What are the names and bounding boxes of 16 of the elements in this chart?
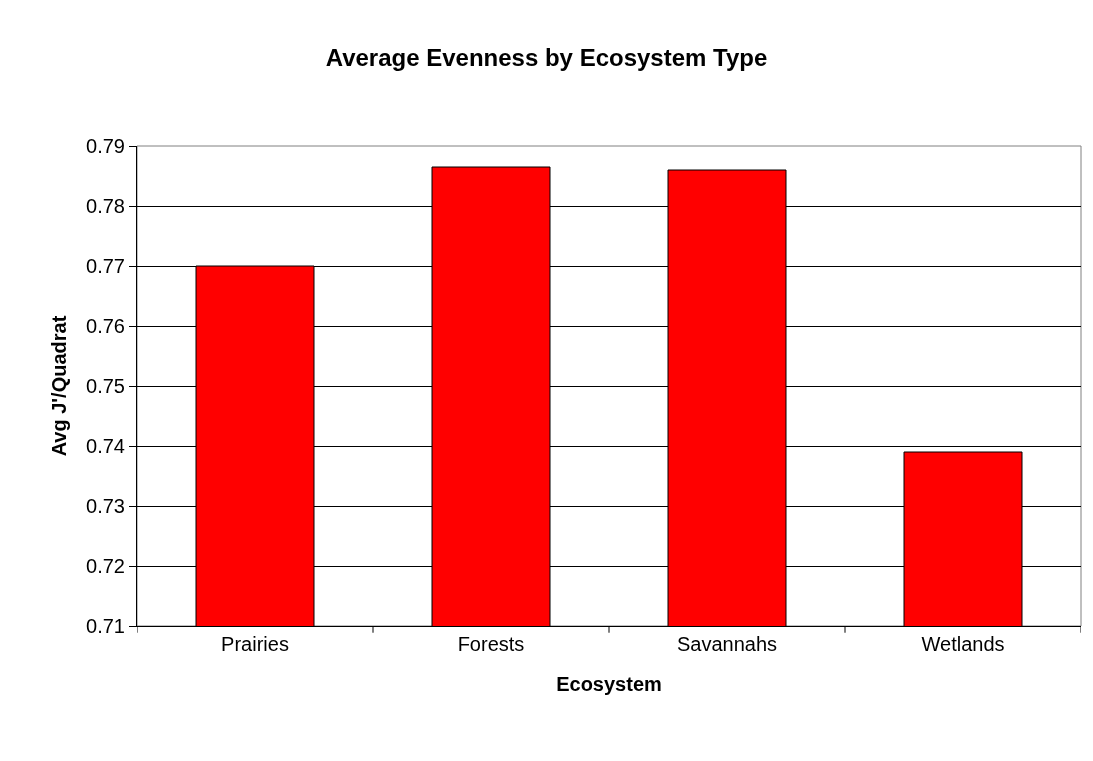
y-tick-label: 0.76 xyxy=(86,315,125,337)
x-tick-label: Forests xyxy=(457,633,525,655)
chart-title: Average Evenness by Ecosystem Type xyxy=(325,44,768,72)
y-tick-label: 0.72 xyxy=(86,555,125,577)
y-tick-label: 0.75 xyxy=(86,375,125,397)
x-axis-title: Ecosystem xyxy=(556,672,662,695)
y-tick-label: 0.77 xyxy=(86,255,125,277)
y-axis-title: Avg J'/Quadrat xyxy=(47,315,70,457)
y-tick-label: 0.79 xyxy=(86,135,125,157)
y-tick-label: 0.73 xyxy=(86,495,125,517)
x-tick-label: Prairies xyxy=(221,633,289,655)
x-tick-label: Wetlands xyxy=(921,633,1005,655)
y-tick-label: 0.78 xyxy=(86,195,125,217)
y-tick-label: 0.71 xyxy=(86,615,125,637)
x-tick-label: Savannahs xyxy=(676,633,778,655)
y-tick-label: 0.74 xyxy=(86,435,125,457)
